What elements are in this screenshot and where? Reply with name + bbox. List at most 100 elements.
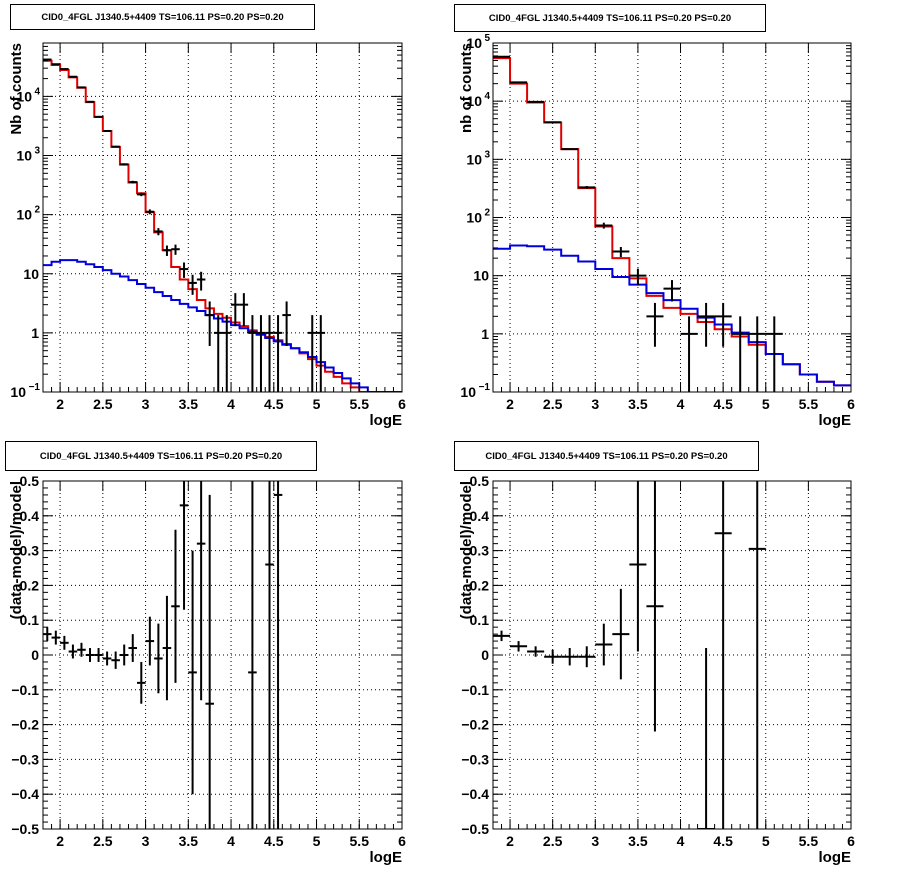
data-point (68, 644, 78, 659)
y-tick-exponent: 4 (34, 86, 40, 97)
x-axis-label: logE (370, 849, 403, 866)
data-point (282, 301, 291, 346)
y-tick-label: 10 (10, 384, 26, 400)
data-point (94, 648, 103, 662)
y-axis-label: (data-model)/model (458, 481, 475, 619)
data-point (612, 247, 630, 258)
x-tick-label: 4 (227, 833, 235, 849)
data-point (102, 129, 112, 132)
x-axis-label: logE (370, 412, 403, 429)
data-point (273, 481, 283, 829)
y-tick-exponent: 2 (484, 208, 490, 219)
data-point (128, 634, 138, 662)
data-point (256, 315, 266, 392)
data-point (612, 588, 630, 680)
y-tick-exponent: −1 (479, 382, 491, 393)
x-tick-label: 5 (762, 833, 770, 849)
y-tick-label: 0.2 (20, 577, 40, 593)
chart-title: CID0_4FGL J1340.5+4409 TS=106.11 PS=0.20… (454, 4, 766, 32)
x-tick-label: 4 (227, 396, 235, 412)
y-axis-label: Nb of counts (8, 43, 25, 135)
y-tick-label: 0.1 (20, 612, 40, 628)
y-tick-label: 0 (31, 647, 39, 663)
data-point (265, 315, 274, 392)
y-tick-label: 0.5 (470, 473, 490, 489)
x-tick-label: 4.5 (713, 833, 733, 849)
y-tick-label: 10 (466, 210, 482, 226)
data-point (94, 115, 103, 118)
plot-frame (42, 42, 403, 393)
data-point (119, 644, 129, 666)
data-point (646, 302, 664, 347)
data-point (510, 641, 528, 652)
y-tick-label: 0.1 (470, 612, 490, 628)
data-point (162, 595, 172, 701)
y-tick-label: −0.3 (11, 751, 39, 767)
data-points (493, 55, 783, 392)
x-tick-label: 3.5 (628, 833, 648, 849)
x-tick-label: 5.5 (350, 396, 370, 412)
y-tick-exponent: 4 (484, 91, 490, 102)
data-point (60, 635, 69, 650)
x-axis-label: logE (819, 849, 852, 866)
data-point (111, 145, 120, 148)
data-point (196, 481, 206, 701)
data-point (179, 481, 189, 610)
x-tick-label: 3 (142, 396, 150, 412)
data-point (307, 315, 317, 392)
x-tick-label: 6 (398, 396, 406, 412)
series-line-total-model (493, 57, 851, 387)
y-tick-label: −0.1 (461, 682, 489, 698)
y-tick-exponent: 3 (34, 146, 40, 157)
data-point (162, 245, 172, 256)
y-tick-exponent: 5 (484, 33, 490, 44)
data-point (646, 481, 664, 732)
data-point (595, 222, 613, 229)
data-point (85, 648, 95, 662)
x-tick-label: 6 (398, 833, 406, 849)
data-point (527, 646, 545, 657)
x-tick-label: 2 (56, 396, 64, 412)
y-tick-label: 10 (23, 266, 39, 282)
data-point (213, 315, 223, 392)
data-points (493, 481, 766, 829)
x-tick-label: 4.5 (713, 396, 733, 412)
data-point (188, 274, 197, 295)
series-line-total-model (43, 59, 402, 392)
y-tick-label: 0.2 (470, 577, 490, 593)
y-tick-label: 10 (460, 384, 476, 400)
data-point (171, 529, 180, 683)
data-point (154, 623, 163, 694)
x-tick-label: 3 (591, 833, 599, 849)
x-tick-label: 3 (591, 396, 599, 412)
y-tick-label: 0.3 (470, 543, 490, 559)
y-tick-label: −0.4 (11, 786, 39, 802)
y-tick-label: 0 (481, 647, 489, 663)
data-point (273, 315, 283, 392)
data-point (171, 244, 180, 255)
x-tick-label: 4 (677, 833, 685, 849)
y-tick-exponent: 2 (34, 205, 40, 216)
x-tick-label: 5 (762, 396, 770, 412)
y-axis-label: nb of counts (458, 43, 475, 133)
x-tick-label: 6 (847, 833, 855, 849)
y-tick-label: −0.5 (11, 821, 39, 837)
x-tick-label: 5 (313, 396, 321, 412)
chart-svg: 2 2.5 3 3.5 4 4.5 5 5.5 6 −0.5 −0.4 −0.3 −0.2 −0.1 0 0.… (8, 473, 406, 866)
data-point (196, 271, 206, 291)
chart-top-right: 2 2.5 3 3.5 4 4.5 5 5.5 6 10 −1 1 10 10 2 10 3 10 4 10 5 logE… (449, 0, 898, 437)
data-point (51, 630, 61, 645)
y-tick-label: 10 (466, 93, 482, 109)
y-tick-exponent: 3 (484, 149, 490, 160)
x-tick-label: 2.5 (93, 396, 113, 412)
y-tick-label: 0.4 (470, 508, 490, 524)
chart-bottom-right: 2 2.5 3 3.5 4 4.5 5 5.5 6 −0.5 −0.4 −0.3 −0.2 −0.1 0 0.… (449, 437, 898, 875)
x-tick-label: 2.5 (543, 396, 563, 412)
y-tick-label: −0.3 (461, 751, 489, 767)
x-tick-label: 5.5 (799, 833, 819, 849)
chart-bottom-left: 2 2.5 3 3.5 4 4.5 5 5.5 6 −0.5 −0.4 −0.3 −0.2 −0.1 0 0.… (0, 437, 449, 875)
data-point (697, 648, 715, 829)
chart-title: CID0_4FGL J1340.5+4409 TS=106.11 PS=0.20… (10, 4, 315, 30)
chart-title: CID0_4FGL J1340.5+4409 TS=106.11 PS=0.20… (5, 441, 317, 471)
y-tick-label: 10 (16, 88, 32, 104)
